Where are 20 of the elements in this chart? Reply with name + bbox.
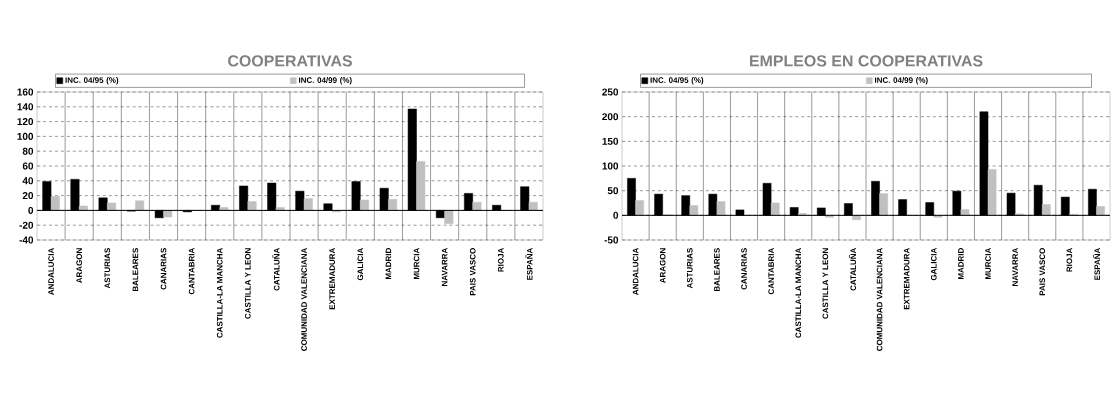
y-tick-label: 0 — [28, 206, 34, 214]
y-tick-label: 0 — [613, 211, 619, 219]
y-tick-label: 40 — [22, 177, 34, 185]
y-tick-label: 250 — [602, 88, 619, 96]
y-tick-label: 100 — [17, 132, 34, 140]
y-tick-label: 80 — [22, 147, 34, 155]
y-tick-label: 140 — [17, 103, 34, 111]
y-tick-label: 120 — [17, 118, 34, 126]
y-tick-label: 200 — [602, 113, 619, 121]
y-tick-label: -50 — [604, 236, 619, 244]
y-tick-label: 160 — [17, 88, 34, 96]
y-tick-label: 20 — [22, 192, 34, 200]
y-tick-label: 50 — [607, 187, 619, 195]
y-tick-label: 100 — [602, 162, 619, 170]
chart-title: COOPERATIVAS — [228, 55, 352, 67]
chart-title: EMPLEOS EN COOPERATIVAS — [750, 55, 983, 67]
y-tick-label: 60 — [22, 162, 34, 170]
y-tick-label: 150 — [602, 137, 619, 145]
y-tick-label: -20 — [19, 221, 34, 229]
y-tick-label: -40 — [19, 236, 34, 244]
